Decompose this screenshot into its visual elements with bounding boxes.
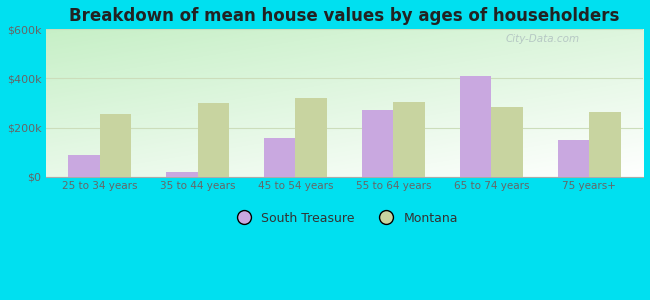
Bar [558,140,589,177]
Bar [68,155,99,177]
Bar [491,107,523,177]
Bar [166,172,198,177]
Legend: South Treasure, Montana: South Treasure, Montana [226,207,463,230]
Bar [296,98,327,177]
Bar [460,76,491,177]
Bar [362,110,393,177]
Text: City-Data.com: City-Data.com [506,34,580,44]
Bar [393,102,424,177]
Bar [198,103,229,177]
Bar [99,114,131,177]
Title: Breakdown of mean house values by ages of householders: Breakdown of mean house values by ages o… [69,7,619,25]
Bar [589,112,621,177]
Bar [264,137,296,177]
